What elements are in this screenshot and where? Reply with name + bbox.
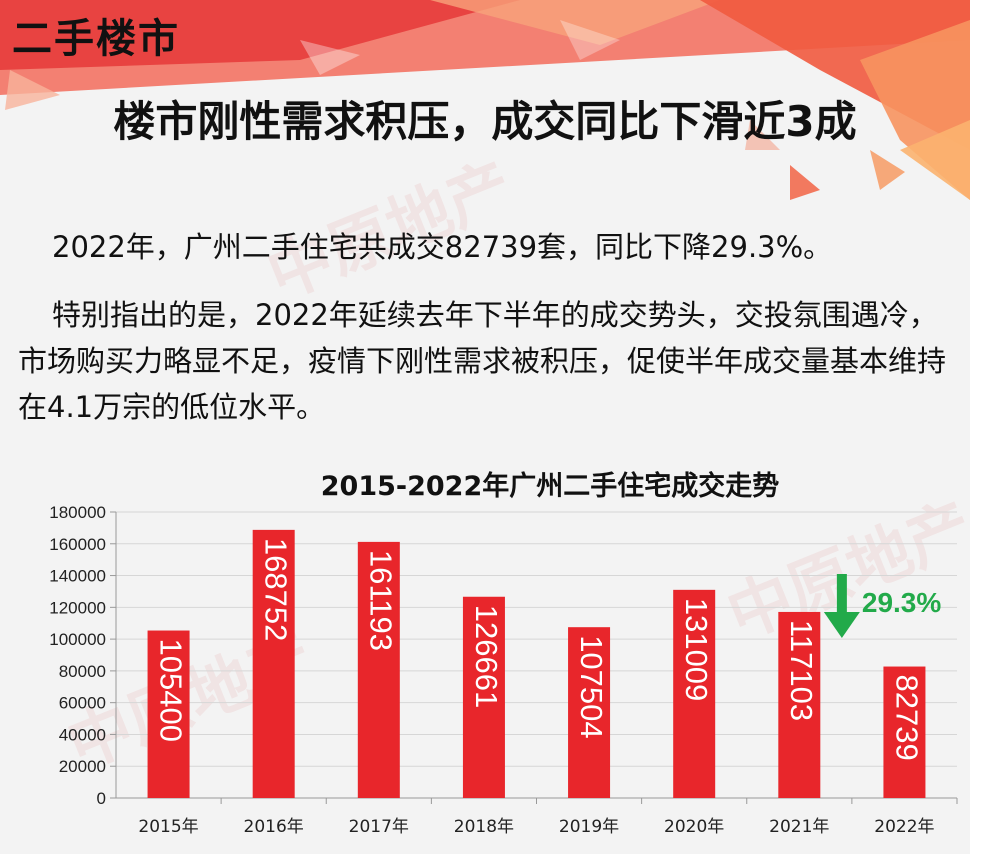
x-tick-label: 2021年 [769,817,829,837]
x-tick-label: 2015年 [138,817,198,837]
x-tick-label: 2020年 [664,817,724,837]
data-label: 131009 [679,598,714,701]
page-headline: 楼市刚性需求积压，成交同比下滑近3成 [113,97,857,146]
chart-title: 2015-2022年广州二手住宅成交走势 [320,471,780,502]
bar [462,596,505,798]
bar [252,529,295,798]
y-tick-label: 180000 [49,503,106,522]
y-tick-label: 20000 [59,757,106,776]
data-label: 117103 [784,620,819,721]
y-tick-label: 60000 [59,694,106,713]
data-label: 107504 [574,635,609,738]
data-label: 168752 [259,538,294,641]
y-tick-label: 0 [97,789,106,808]
decorative-banner [0,0,970,200]
bar [568,627,611,798]
paragraph-summary: 2022年，广州二手住宅共成交82739套，同比下降29.3%。 [52,230,833,264]
x-tick-label: 2018年 [454,817,514,837]
x-tick-label: 2017年 [349,817,409,837]
paragraph-detail: 特别指出的是，2022年延续去年下半年的成交势头，交投氛围遇冷，市场购买力略显不… [18,298,947,424]
bar [147,630,190,798]
data-label: 82739 [889,675,924,761]
x-tick-label: 2016年 [244,817,304,837]
y-tick-label: 100000 [49,630,106,649]
y-tick-label: 40000 [59,725,106,744]
bar [883,666,926,798]
decline-arrow-icon [823,612,860,638]
x-tick-label: 2022年 [874,817,934,837]
decline-percentage: 29.3% [862,587,941,618]
data-label: 161193 [364,550,399,651]
data-label: 126661 [469,605,504,708]
y-tick-label: 140000 [49,567,106,586]
y-tick-label: 120000 [49,598,106,617]
y-tick-label: 80000 [59,662,106,681]
bar [357,541,400,798]
bar [778,611,821,798]
data-label: 105400 [153,639,188,742]
section-label: 二手楼市 [12,16,180,62]
x-tick-label: 2019年 [559,817,619,837]
bar [673,589,716,798]
y-tick-label: 160000 [49,535,106,554]
decline-arrow-shaft [836,574,847,614]
right-gutter [970,0,1000,854]
bar-chart: 0 20000 40000 60000 80000 100000 120000 140000 1… [49,503,958,837]
